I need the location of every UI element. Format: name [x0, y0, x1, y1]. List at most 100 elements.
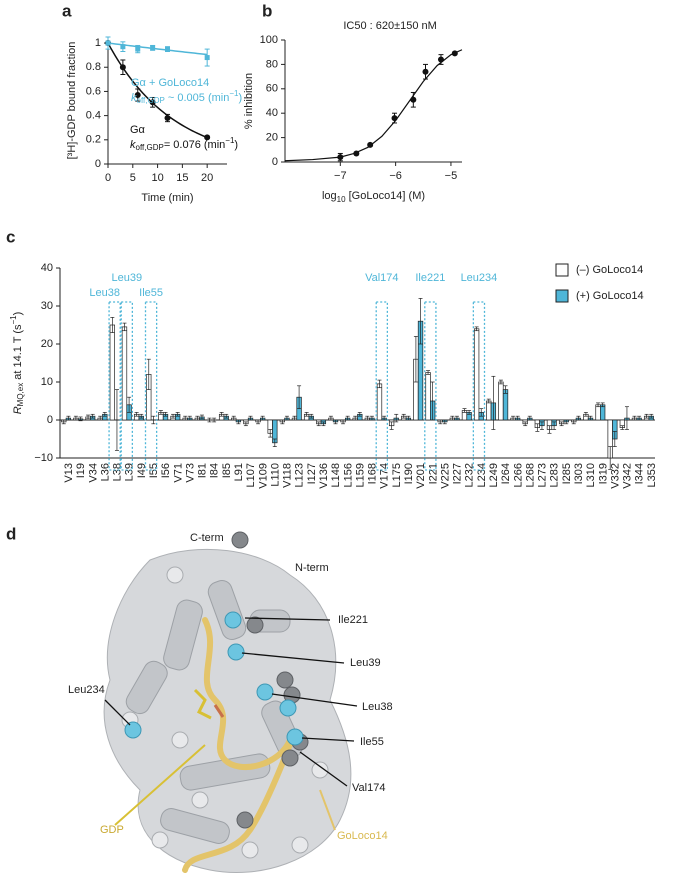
atom-sphere: [236, 811, 254, 829]
x-tick-label: L310: [585, 463, 597, 487]
x-tick-label: I227: [452, 463, 464, 484]
leader-line: [299, 751, 348, 787]
bar: [473, 328, 480, 421]
y-tick-label: 20: [266, 132, 278, 144]
x-tick-label: V118: [282, 463, 294, 488]
x-tick-label: V73: [184, 463, 196, 483]
structure-label: Ile221: [338, 614, 368, 626]
x-tick-label: L268: [524, 463, 536, 487]
x-tick-label: L123: [294, 463, 306, 487]
chart-title: IC50 : 620±150 nM: [343, 20, 436, 32]
x-tick-label: V332: [609, 463, 621, 489]
fit-curve: [107, 42, 208, 139]
point: [119, 64, 126, 71]
x-tick-label: L232: [464, 463, 476, 487]
y-tick-label: 60: [266, 83, 278, 95]
point: [451, 50, 458, 57]
x-tick-label: I264: [500, 463, 512, 484]
x-tick-label: V71: [172, 463, 184, 483]
x-tick-label: L234: [476, 463, 488, 487]
leader-line: [271, 693, 358, 707]
atom-sphere: [246, 616, 264, 634]
y-tick-label: 40: [41, 262, 53, 274]
structure-label: GDP: [100, 824, 124, 836]
text-part: =: [164, 139, 173, 151]
point: [422, 68, 429, 75]
text-part: k: [131, 92, 137, 104]
text-part: 0.005: [177, 92, 205, 104]
point: [337, 154, 344, 161]
x-axis-label: log10 [GoLoco14] (M): [322, 190, 425, 204]
highlight-label: Leu234: [461, 272, 498, 284]
x-tick-label: 0: [105, 172, 111, 184]
point: [150, 45, 156, 51]
point: [204, 134, 211, 141]
x-tick-label: V174: [379, 463, 391, 489]
highlight-label: Val174: [365, 272, 398, 284]
fit-curve: [284, 49, 463, 162]
x-tick-label: I319: [597, 463, 609, 484]
protein-structure: [103, 531, 358, 874]
protein-surface: [103, 548, 352, 874]
x-tick-label: V342: [622, 463, 634, 489]
text-part: ): [238, 92, 242, 104]
y-tick-label: 0: [47, 414, 53, 426]
bar: [498, 381, 504, 421]
gdp-sticks: [193, 688, 212, 720]
leader-lines: [104, 617, 358, 787]
x-tick-label: L91: [233, 463, 245, 481]
x-tick-label: L175: [391, 463, 403, 487]
residue-sphere: [224, 611, 242, 629]
bar: [425, 372, 431, 421]
y-tick-label: 0: [95, 158, 101, 170]
x-tick-label: I303: [573, 463, 585, 484]
x-tick-label: I19: [75, 463, 87, 478]
legend-swatch: [555, 263, 569, 277]
x-tick-label: I344: [634, 463, 646, 484]
bar: [376, 383, 383, 421]
highlight-box: [120, 301, 134, 471]
text-part: (min: [205, 92, 229, 104]
y-tick-label: 40: [266, 107, 278, 119]
highlight-box: [424, 301, 437, 471]
text-part: R: [12, 406, 24, 414]
x-tick-label: I127: [306, 463, 318, 484]
y-tick-label: −10: [34, 452, 53, 464]
y-tick-label: 100: [260, 34, 278, 46]
x-tick-label: I49: [136, 463, 148, 478]
text-part: k: [130, 139, 136, 151]
point: [367, 141, 374, 148]
x-tick-label: 15: [176, 172, 188, 184]
x-tick-label: I85: [221, 463, 233, 478]
point: [437, 56, 444, 63]
structure-label: Ile55: [360, 736, 384, 748]
x-tick-label: V201: [415, 463, 427, 489]
panel-letter: a: [62, 1, 72, 20]
y-tick-label: 0: [272, 156, 278, 168]
bar: [121, 326, 128, 421]
x-tick-label: V109: [257, 463, 269, 489]
atom-sphere: [171, 731, 189, 749]
structure-label: Val174: [352, 782, 385, 794]
y-tick-label: 80: [266, 58, 278, 70]
point: [134, 92, 141, 99]
bar: [595, 404, 601, 421]
point: [353, 150, 360, 157]
y-tick-label: 0.4: [86, 110, 101, 122]
y-tick-label: 30: [41, 300, 53, 312]
point: [164, 115, 171, 122]
structure-label: Leu234: [68, 684, 105, 696]
x-tick-label: I285: [561, 463, 573, 484]
text-part: −1: [229, 89, 239, 98]
x-tick-label: I190: [403, 463, 415, 484]
text-part: ): [234, 139, 238, 151]
helix: [163, 599, 203, 671]
peptide-tube: [182, 617, 295, 873]
panel-letter: c: [6, 227, 15, 246]
text-part: off,GDP: [137, 96, 165, 105]
point: [410, 96, 417, 103]
y-tick-label: 0.6: [86, 85, 101, 97]
bar: [502, 389, 509, 421]
text-part: ): [12, 312, 24, 316]
